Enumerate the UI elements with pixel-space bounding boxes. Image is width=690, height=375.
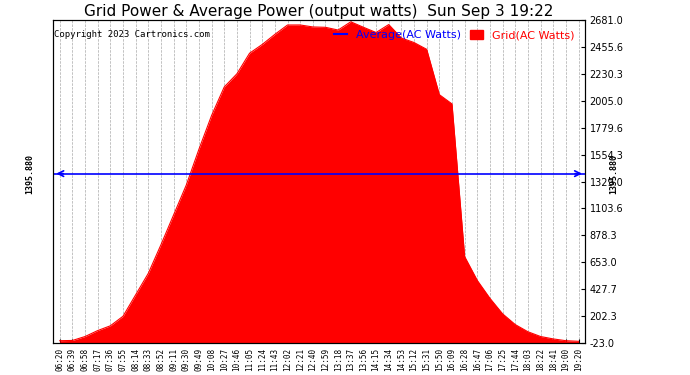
Text: 1395.880: 1395.880 — [609, 154, 619, 194]
Text: 1395.880: 1395.880 — [25, 154, 34, 194]
Title: Grid Power & Average Power (output watts)  Sun Sep 3 19:22: Grid Power & Average Power (output watts… — [84, 4, 554, 19]
Legend: Average(AC Watts), Grid(AC Watts): Average(AC Watts), Grid(AC Watts) — [330, 26, 580, 45]
Text: Copyright 2023 Cartronics.com: Copyright 2023 Cartronics.com — [54, 30, 210, 39]
